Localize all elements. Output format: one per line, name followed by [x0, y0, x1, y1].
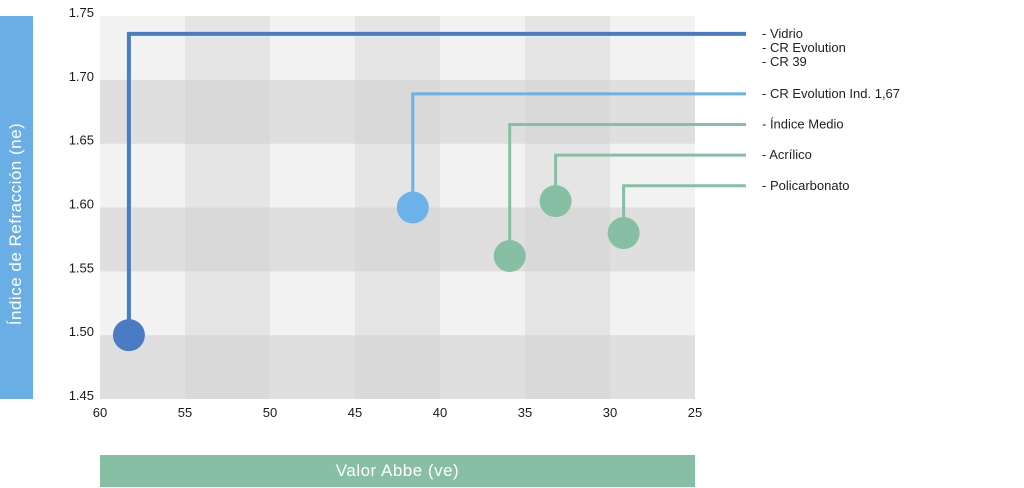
grid-band-horizontal [100, 79, 695, 144]
y-tick-label: 1.65 [69, 133, 94, 148]
x-axis-label-bar: Valor Abbe (ve) [100, 455, 695, 487]
x-tick-label: 60 [93, 405, 107, 420]
x-axis-label: Valor Abbe (ve) [335, 461, 460, 480]
grid-band-horizontal [100, 271, 695, 336]
leader-line [126, 31, 746, 336]
data-point [539, 185, 572, 218]
x-tick-label: 40 [433, 405, 447, 420]
x-tick-label: 55 [178, 405, 192, 420]
legend-label: - CR 39 [762, 54, 807, 69]
y-tick-label: 1.45 [69, 388, 94, 403]
grid-band-vertical [185, 16, 270, 399]
x-tick-label: 35 [518, 405, 532, 420]
data-point [396, 191, 429, 224]
grid-band-horizontal [100, 335, 695, 399]
x-tick-label: 30 [603, 405, 617, 420]
y-tick-label: 1.55 [69, 260, 94, 275]
leader-line [508, 123, 746, 257]
x-tick-label: 45 [348, 405, 362, 420]
data-point [607, 217, 640, 250]
legend-label: - Índice Medio [762, 117, 844, 132]
grid-band-horizontal [100, 16, 695, 80]
grid-band-horizontal [100, 207, 695, 272]
y-tick-label: 1.70 [69, 69, 94, 84]
data-point [493, 240, 526, 273]
legend-label: - Acrílico [762, 147, 812, 162]
y-tick-label: 1.50 [69, 324, 94, 339]
legend-label: - Policarbonato [762, 178, 849, 193]
y-tick-label: 1.60 [69, 197, 94, 212]
x-tick-label: 25 [688, 405, 702, 420]
legend-label: - CR Evolution [762, 40, 846, 55]
x-tick-label: 50 [263, 405, 277, 420]
leader-line [411, 92, 746, 208]
y-axis-label-bar: Índice de Refracción (ne) [0, 16, 33, 399]
y-axis-label: Índice de Refracción (ne) [6, 122, 25, 326]
legend-label: - Vidrio [762, 26, 803, 41]
data-point [112, 319, 145, 352]
legend-label: - CR Evolution Ind. 1,67 [762, 86, 900, 101]
y-tick-label: 1.75 [69, 5, 94, 20]
